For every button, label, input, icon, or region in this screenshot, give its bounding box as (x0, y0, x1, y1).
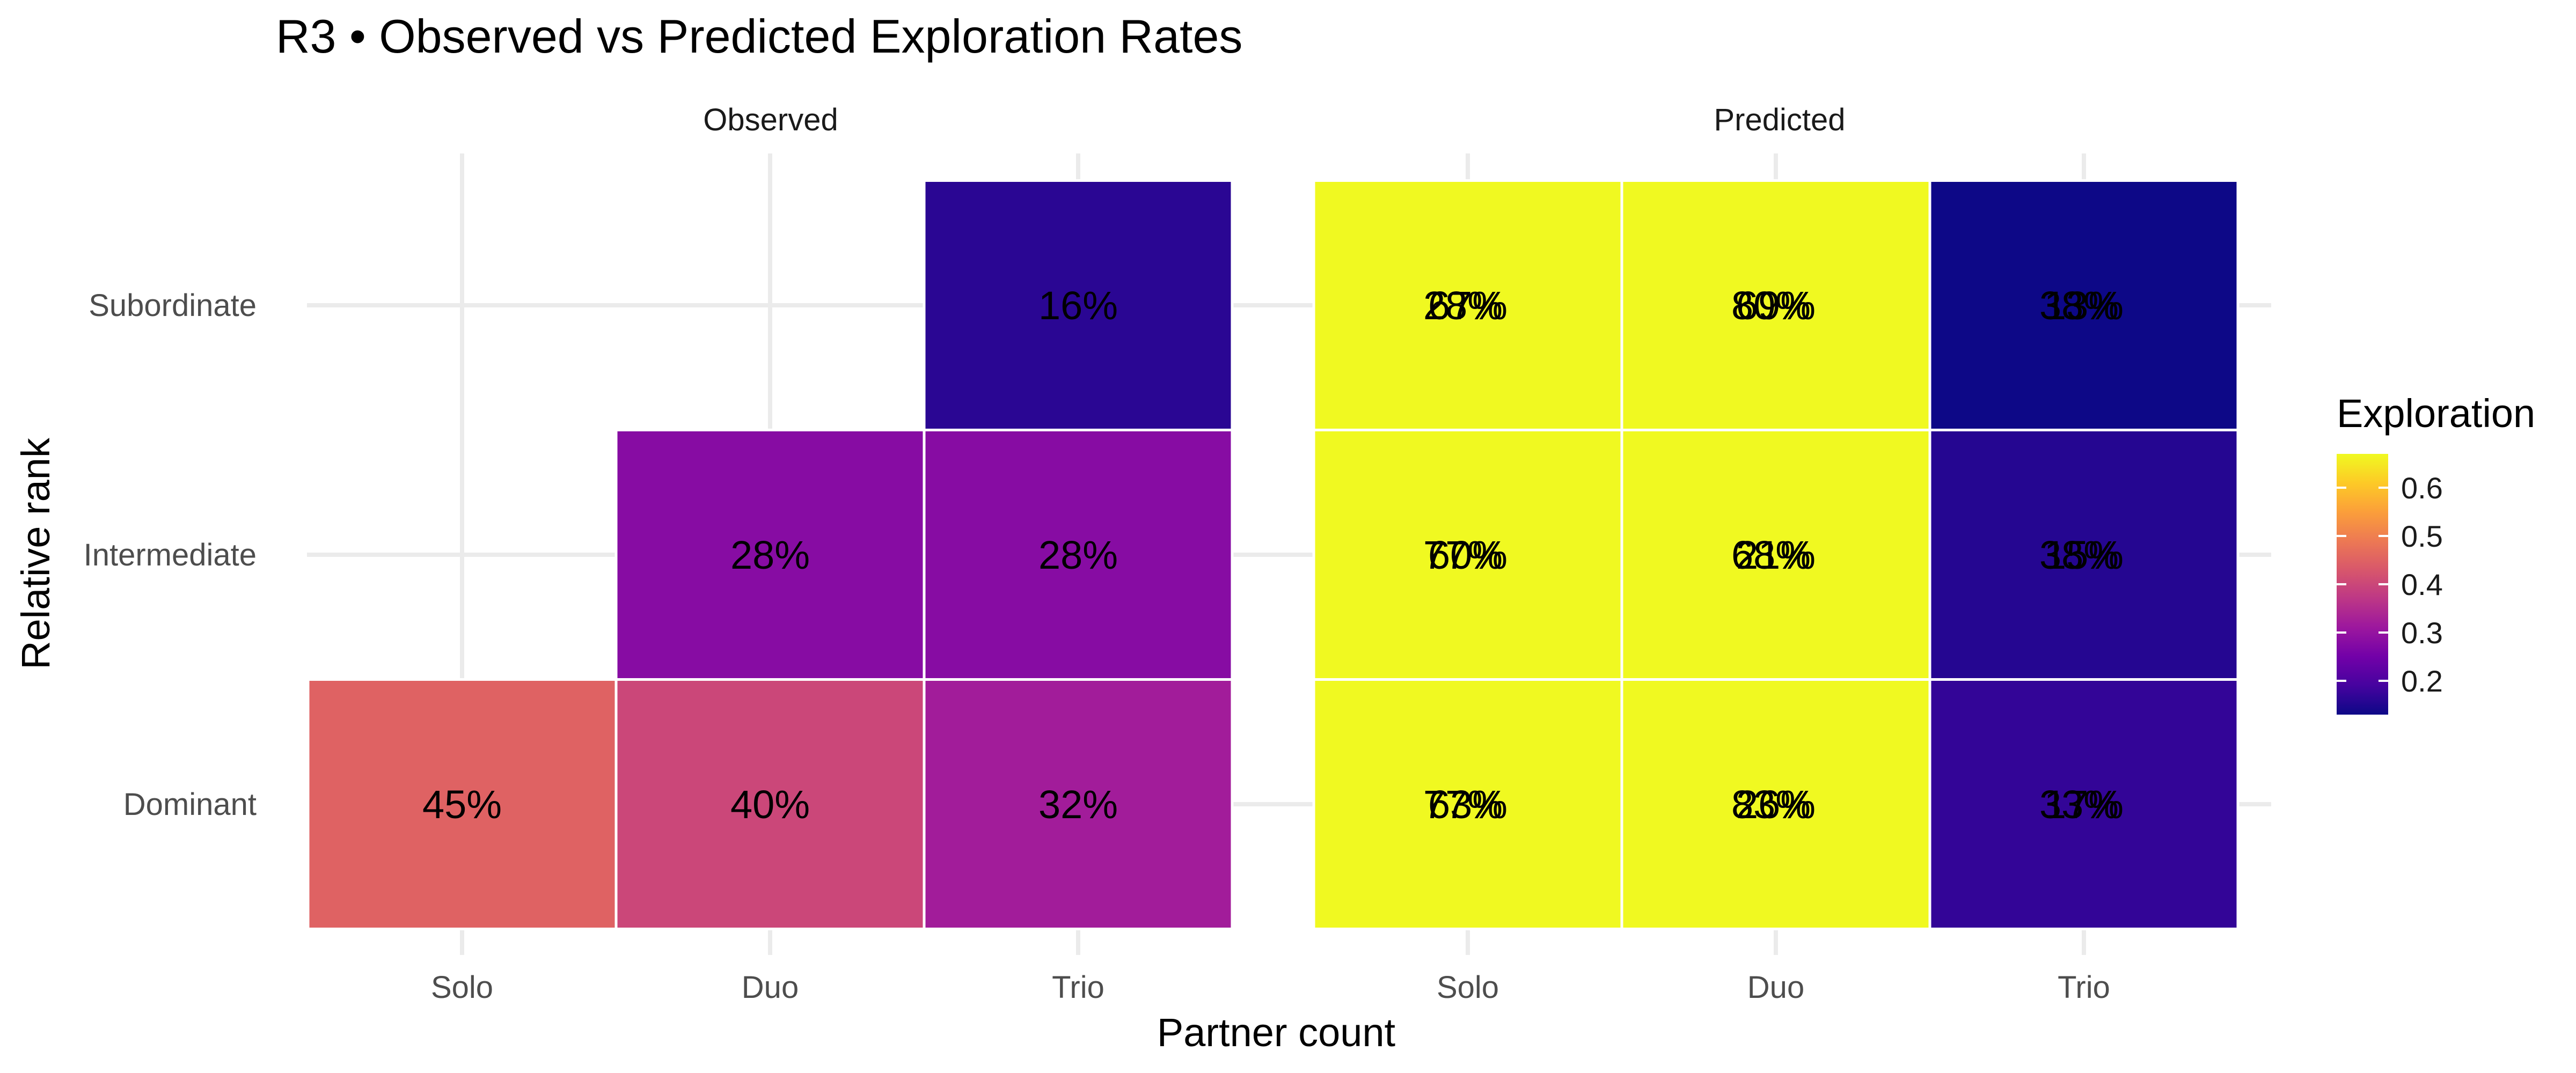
predicted-cell-label-solo-intermediate: 77% (1423, 533, 1503, 577)
predicted-tile-trio-dominant (1928, 678, 2240, 930)
predicted-cell-label-duo-subordinate: 69% (1736, 283, 1816, 328)
observed-cell-labels: 16% 28% 28% 45% 40% 32% (422, 283, 1118, 827)
predicted-cell-label-duo-dominant: 26% (1736, 782, 1816, 827)
observed-x-tick-trio: Trio (1052, 970, 1104, 1005)
facet-title-observed: Observed (703, 102, 838, 137)
legend-ticks: 0.2 0.3 0.4 0.5 0.6 (2337, 471, 2443, 698)
observed-x-tick-solo: Solo (431, 970, 493, 1005)
legend-tick-label: 0.6 (2401, 471, 2443, 505)
y-tick-dominant: Dominant (123, 787, 257, 822)
observed-x-tick-duo: Duo (742, 970, 799, 1005)
observed-tiles (306, 179, 1234, 930)
observed-panel: Observed 16% 28% 28% 45% 40% 32% Solo Duo Trio (306, 102, 1262, 1005)
predicted-cell-label-trio-intermediate: 38% (2039, 533, 2119, 577)
observed-x-ticks: Solo Duo Trio (431, 970, 1104, 1005)
observed-tile-solo-dominant (306, 678, 618, 930)
predicted-tile-solo-dominant (1312, 678, 1623, 930)
predicted-cell-labels: 67%28% 69%80% 13%38%60%77% 21%68% 15%38%63%7… (1423, 283, 2124, 827)
predicted-cell-label-solo-dominant: 63% (1428, 782, 1507, 827)
chart-title: R3 • Observed vs Predicted Exploration R… (276, 10, 1242, 63)
predicted-cell-label-trio-dominant: 33% (2039, 782, 2119, 827)
predicted-tile-solo-intermediate (1312, 429, 1623, 681)
y-tick-intermediate: Intermediate (84, 538, 257, 572)
facet-title-predicted: Predicted (1714, 102, 1845, 137)
predicted-cell-label-solo-subordinate: 67% (1428, 283, 1507, 328)
observed-cell-label-solo-dominant: 45% (422, 782, 502, 827)
x-axis-title: Partner count (1157, 1010, 1396, 1055)
observed-tile-trio-intermediate (923, 429, 1234, 681)
legend-tick-label: 0.4 (2401, 568, 2443, 601)
observed-cell-label-trio-subordinate: 16% (1038, 283, 1118, 328)
predicted-tile-duo-dominant (1620, 678, 1931, 930)
predicted-cell-label-duo-intermediate: 68% (1731, 533, 1811, 577)
legend-tick-label: 0.5 (2401, 519, 2443, 553)
predicted-cell-label-solo-dominant: 77% (1423, 782, 1503, 827)
predicted-tiles (1312, 179, 2240, 930)
predicted-cell-label-solo-intermediate: 60% (1428, 533, 1507, 577)
predicted-cell-label-duo-subordinate: 80% (1731, 283, 1811, 328)
predicted-tile-duo-subordinate (1620, 179, 1931, 431)
predicted-cell-label-trio-subordinate: 38% (2039, 283, 2119, 328)
predicted-tile-trio-intermediate (1928, 429, 2240, 681)
predicted-x-ticks: Solo Duo Trio (1437, 970, 2110, 1005)
legend: Exploration 0.2 0.3 0.4 0.5 0.6 (2337, 391, 2535, 715)
predicted-cell-label-trio-dominant: 17% (2044, 782, 2124, 827)
observed-cell-label-duo-intermediate: 28% (730, 533, 810, 577)
predicted-cell-label-trio-intermediate: 15% (2044, 533, 2124, 577)
predicted-cell-label-duo-intermediate: 21% (1736, 533, 1816, 577)
legend-tick-label: 0.2 (2401, 664, 2443, 698)
y-axis-ticks: Dominant Intermediate Subordinate (84, 288, 257, 822)
legend-tick-label: 0.3 (2401, 616, 2443, 650)
observed-cell-label-duo-dominant: 40% (730, 782, 810, 827)
observed-cell-label-trio-dominant: 32% (1038, 782, 1118, 827)
observed-tile-trio-dominant (923, 678, 1234, 930)
predicted-cell-label-trio-subordinate: 13% (2044, 283, 2124, 328)
predicted-panel: Predicted 67%28% 69%80% 13%38%60%77% 21%68%… (1262, 102, 2271, 1005)
observed-cell-label-trio-intermediate: 28% (1038, 533, 1118, 577)
legend-title: Exploration (2337, 391, 2535, 436)
observed-tile-duo-dominant (614, 678, 926, 930)
predicted-x-tick-trio: Trio (2058, 970, 2110, 1005)
predicted-tile-trio-subordinate (1928, 179, 2240, 431)
predicted-x-tick-duo: Duo (1747, 970, 1804, 1005)
predicted-cell-label-solo-subordinate: 28% (1423, 283, 1503, 328)
y-tick-subordinate: Subordinate (89, 288, 257, 323)
predicted-cell-label-duo-dominant: 83% (1731, 782, 1811, 827)
y-axis-title: Relative rank (13, 437, 58, 670)
predicted-x-tick-solo: Solo (1437, 970, 1499, 1005)
